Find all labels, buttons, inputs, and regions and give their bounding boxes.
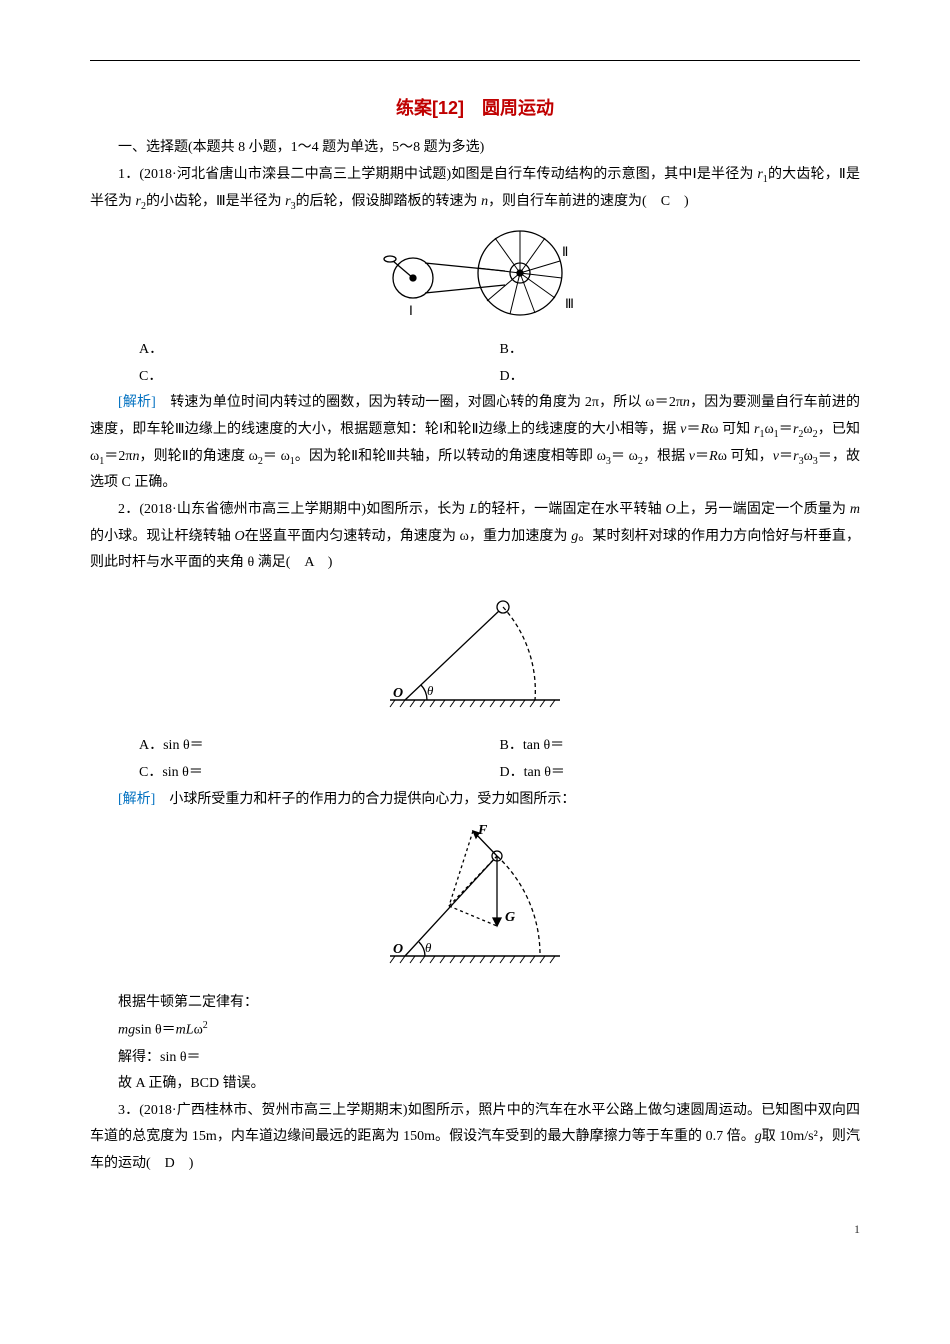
q2-options: C．sin θ＝ D．tan θ＝	[90, 760, 860, 787]
sup: 2	[203, 1020, 208, 1031]
q2-analysis: [解析] 小球所受重力和杆子的作用力的合力提供向心力，受力如图所示：	[90, 787, 860, 814]
analysis-label: [解析]	[118, 395, 156, 410]
q2-line2: mgsin θ＝mLω2	[90, 1016, 860, 1044]
opt-text: C．sin θ＝	[139, 765, 203, 780]
label-O: O	[393, 942, 403, 957]
var: R	[709, 449, 718, 464]
page-title: 练案[12] 圆周运动	[90, 91, 860, 125]
analysis-label: [解析]	[118, 792, 155, 807]
opt-b: B．	[500, 337, 861, 364]
q2-figure: O θ	[90, 585, 860, 726]
label-theta: θ	[425, 940, 432, 955]
var: v	[689, 449, 695, 464]
ana-text: 可知	[718, 422, 754, 437]
var: R	[701, 422, 710, 437]
opt-text: D．tan θ＝	[500, 765, 565, 780]
section-heading: 一、选择题(本题共 8 小题，1～4 题为单选，5～8 题为多选)	[90, 135, 860, 162]
var-O: O	[235, 529, 245, 544]
q1-figure: Ⅰ Ⅱ Ⅲ	[90, 223, 860, 329]
text: sin θ＝	[135, 1023, 176, 1038]
sub: 1	[759, 429, 764, 440]
opt-c: C．	[139, 364, 500, 391]
ana-text: ，根据	[643, 449, 689, 464]
ana-text: 可知，	[727, 449, 773, 464]
q2-line4: 故 A 正确，BCD 错误。	[90, 1071, 860, 1098]
label-O: O	[393, 686, 403, 701]
ana-text: 小球所受重力和杆子的作用力的合力提供向心力，受力如图所示：	[155, 792, 575, 807]
rod-svg: O θ	[375, 585, 575, 715]
ana-text: 。因为轮Ⅱ和轮Ⅲ共轴，所以转动的角速度相等即 ω	[295, 449, 606, 464]
q2-text: 的小球。现让杆绕转轴	[90, 529, 235, 544]
var: v	[773, 449, 779, 464]
ana-text: ＝ ω	[611, 449, 638, 464]
q2-text: 在竖直平面内匀速转动，角速度为 ω，重力加速度为	[245, 529, 572, 544]
opt-b: B．tan θ＝	[500, 733, 861, 760]
q2-text: 的轻杆，一端固定在水平转轴	[477, 502, 665, 517]
q2-options: A．sin θ＝ B．tan θ＝	[90, 733, 860, 760]
q3-text: 3．(2018·广西桂林市、贺州市高三上学期期末)如图所示，照片中的汽车在水平公…	[90, 1103, 860, 1145]
var-m: m	[850, 502, 860, 517]
q2-text: 2．(2018·山东省德州市高三上学期期中)如图所示，长为	[118, 502, 469, 517]
ana-text: 转速为单位时间内转过的圈数，因为转动一圈，对圆心转的角度为 2π，所以 ω＝2π	[156, 395, 683, 410]
q1-text: ，则自行车前进的速度为( C )	[488, 194, 689, 209]
opt-text: B．tan θ＝	[500, 738, 565, 753]
label-I: Ⅰ	[409, 303, 413, 318]
q1-text: 的小齿轮，Ⅲ是半径为	[146, 194, 285, 209]
q1-stem: 1．(2018·河北省唐山市滦县二中高三上学期期中试题)如图是自行车传动结构的示…	[90, 162, 860, 216]
var-L: L	[469, 502, 477, 517]
bicycle-svg: Ⅰ Ⅱ Ⅲ	[365, 223, 585, 318]
top-rule	[90, 60, 860, 61]
q1-options: A． B．	[90, 337, 860, 364]
q1-analysis: [解析] 转速为单位时间内转过的圈数，因为转动一圈，对圆心转的角度为 2π，所以…	[90, 390, 860, 497]
label-III: Ⅲ	[565, 296, 574, 311]
page-number: 1	[90, 1218, 860, 1241]
var: mg	[118, 1023, 135, 1038]
label-G: G	[505, 910, 515, 925]
label-theta: θ	[427, 683, 434, 698]
force-svg: O θ F G	[375, 821, 575, 971]
label-F: F	[477, 823, 488, 838]
opt-text: A．sin θ＝	[139, 738, 204, 753]
ana-text: ＝2π	[104, 449, 132, 464]
var: v	[680, 422, 686, 437]
q2-line3: 解得：sin θ＝	[90, 1045, 860, 1072]
q2-stem: 2．(2018·山东省德州市高三上学期期中)如图所示，长为 L的轻杆，一端固定在…	[90, 497, 860, 577]
var-O: O	[666, 502, 676, 517]
q2-force-figure: O θ F G	[90, 821, 860, 982]
opt-d: D．	[500, 364, 861, 391]
var-g: g	[755, 1129, 762, 1144]
ana-text: ，则轮Ⅱ的角速度 ω	[139, 449, 257, 464]
sub: 2	[798, 429, 803, 440]
label-II: Ⅱ	[562, 244, 568, 259]
ana-text: ＝ ω	[263, 449, 290, 464]
q1-options: C． D．	[90, 364, 860, 391]
q3-stem: 3．(2018·广西桂林市、贺州市高三上学期期末)如图所示，照片中的汽车在水平公…	[90, 1098, 860, 1178]
sub: 3	[799, 455, 804, 466]
var-n: n	[481, 194, 488, 209]
var: mL	[176, 1023, 194, 1038]
opt-d: D．tan θ＝	[500, 760, 861, 787]
sub: 1	[774, 429, 779, 440]
opt-c: C．sin θ＝	[139, 760, 500, 787]
var: n	[683, 395, 690, 410]
q1-text: 的后轮，假设脚踏板的转速为	[296, 194, 482, 209]
q1-text: 1．(2018·河北省唐山市滦县二中高三上学期期中试题)如图是自行车传动结构的示…	[118, 167, 757, 182]
opt-a: A．sin θ＝	[139, 733, 500, 760]
q2-text: 上，另一端固定一个质量为	[676, 502, 850, 517]
opt-a: A．	[139, 337, 500, 364]
q2-line1: 根据牛顿第二定律有：	[90, 990, 860, 1017]
